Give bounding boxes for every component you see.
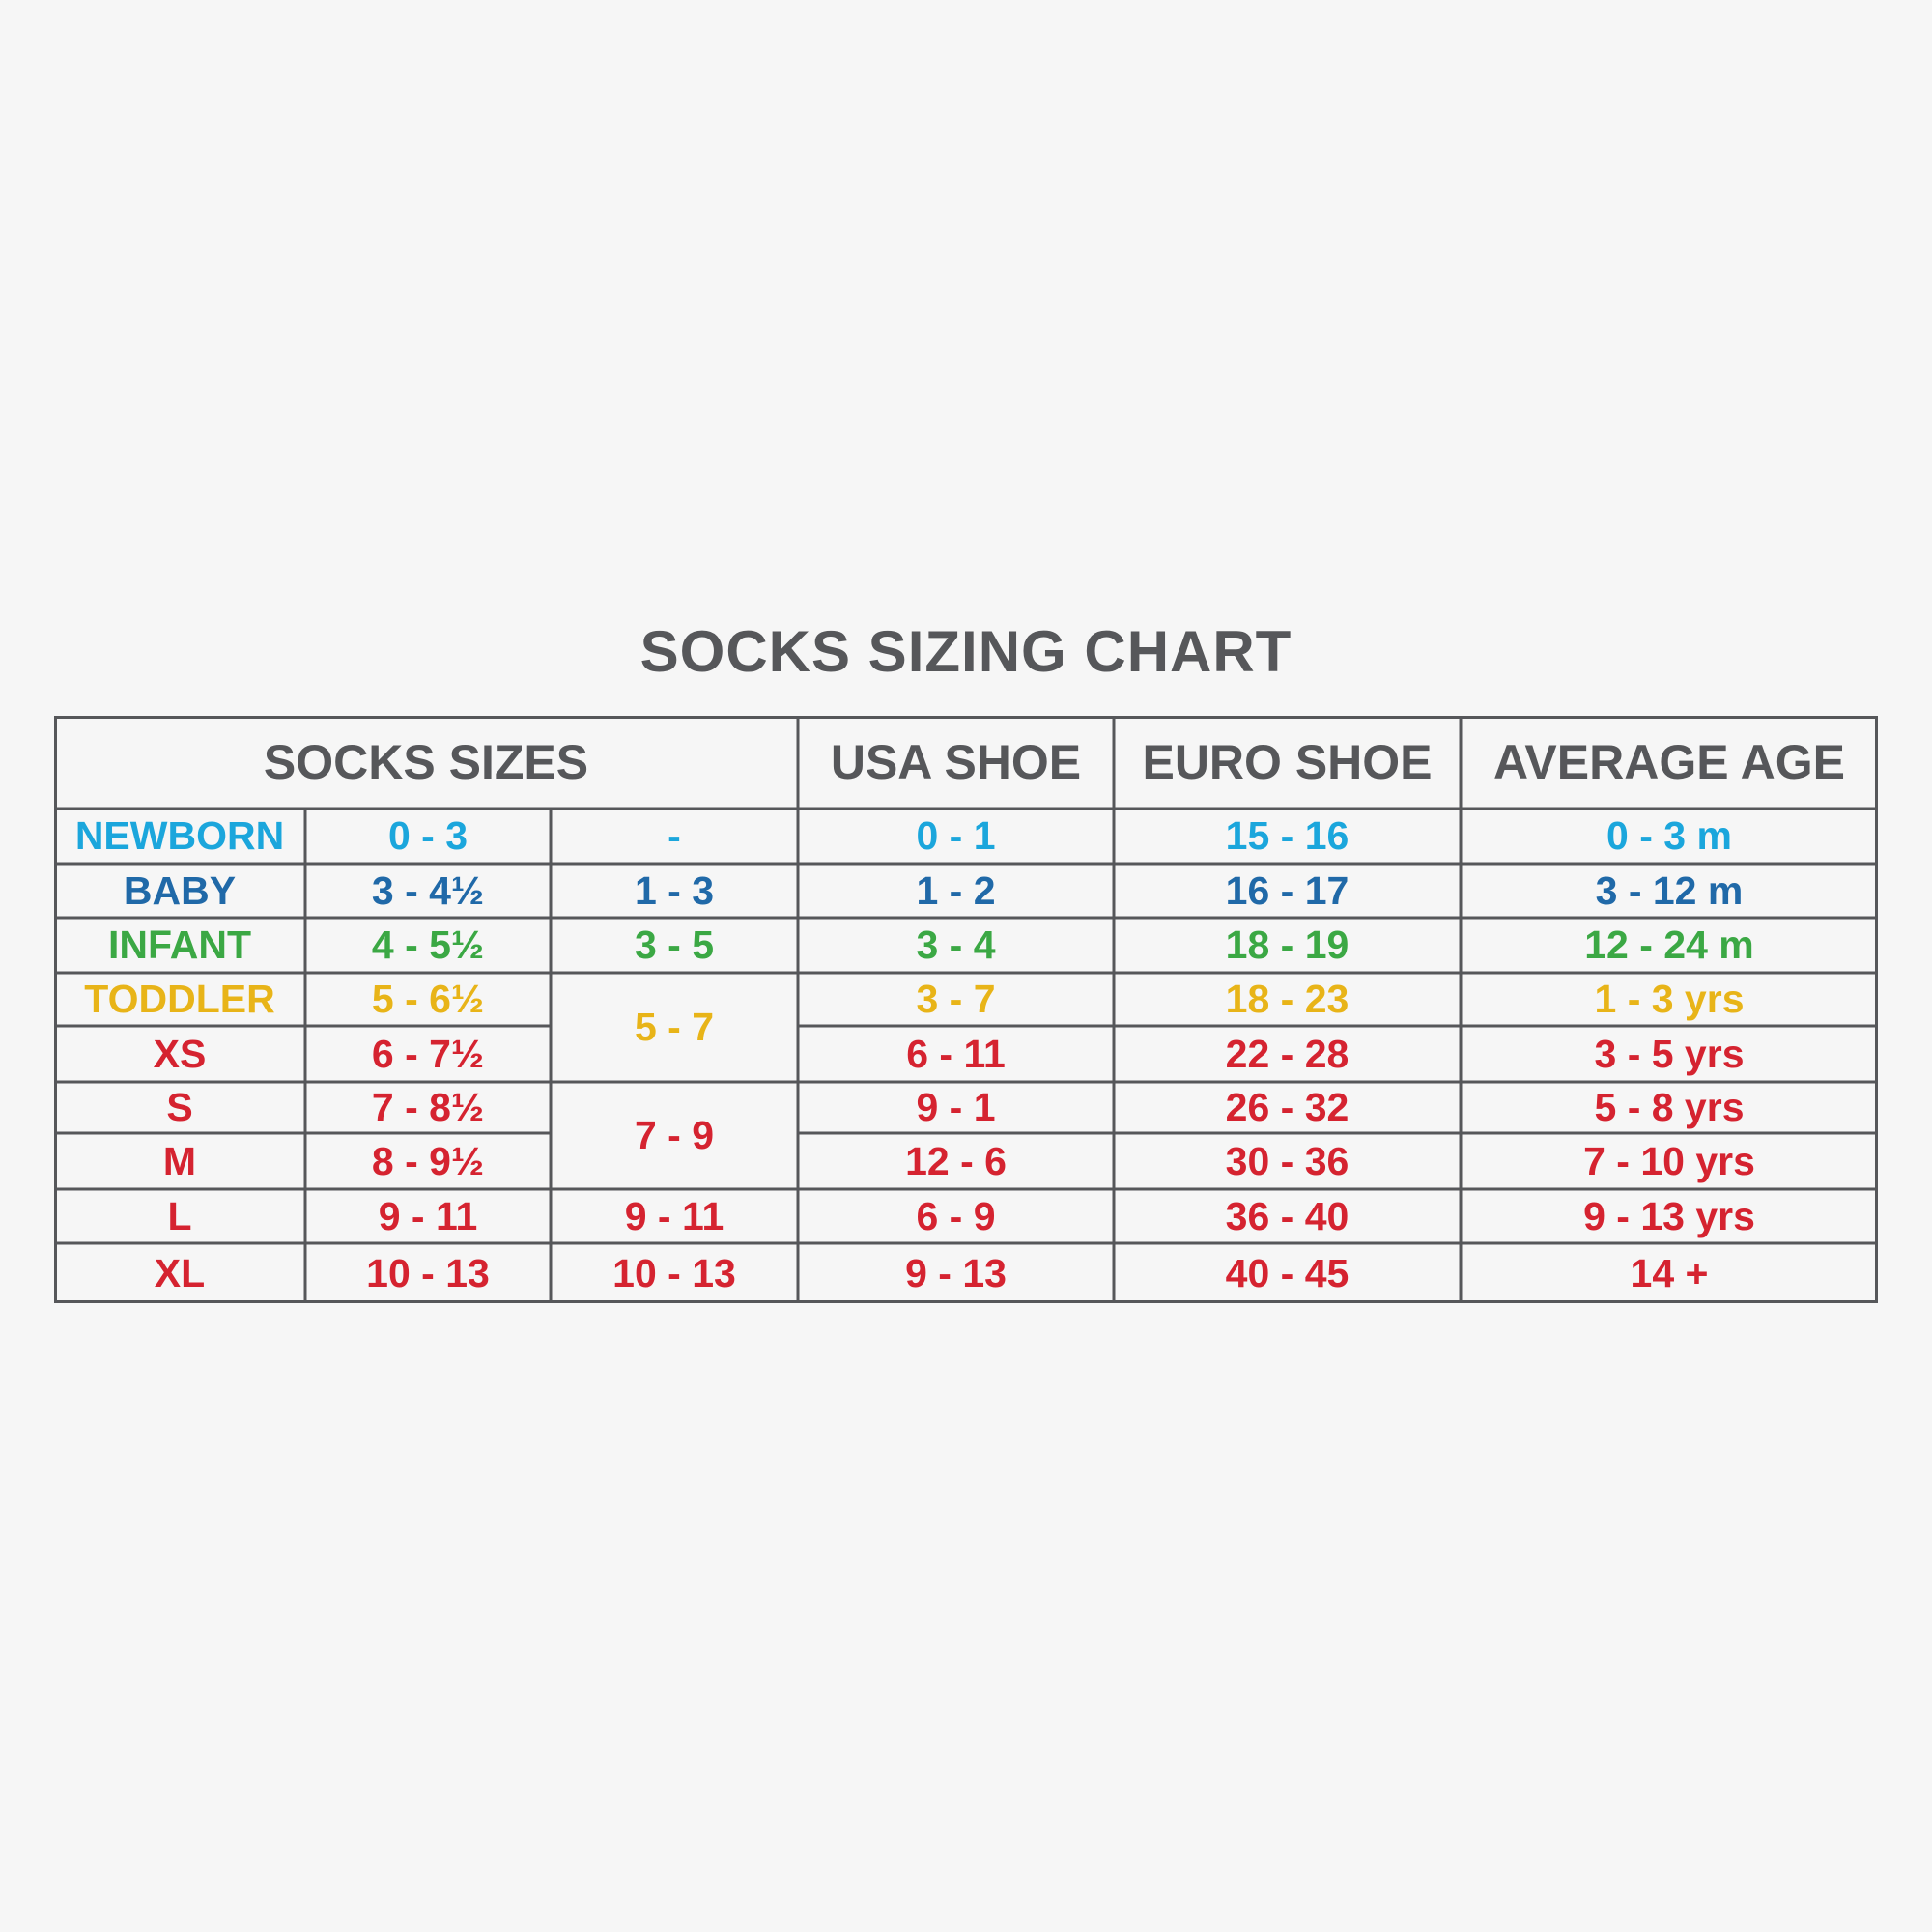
size-label: XL: [154, 1250, 206, 1295]
header-average-age: AVERAGE AGE: [1493, 735, 1845, 789]
size-label: TODDLER: [84, 977, 275, 1021]
average-age-value: 3 - 5 yrs: [1594, 1031, 1745, 1076]
euro-shoe-value: 26 - 32: [1225, 1085, 1350, 1129]
euro-shoe-value: 16 - 17: [1225, 867, 1350, 913]
sizing-table: SOCKS SIZES USA SHOE EURO SHOE AVERAGE AGE N…: [54, 716, 1878, 1303]
socks-range: 5 - 6½: [371, 977, 485, 1021]
usa-shoe-value: 3 - 7: [916, 977, 996, 1021]
size-label: L: [167, 1193, 192, 1238]
size-label: NEWBORN: [74, 813, 285, 858]
usa-shoe-value: 9 - 13: [905, 1250, 1007, 1295]
average-age-value: 14 +: [1630, 1250, 1709, 1295]
average-age-value: 12 - 24 m: [1584, 923, 1754, 967]
usa-shoe-value: 3 - 4: [916, 923, 996, 967]
group-range: 1 - 3: [634, 867, 715, 913]
group-range: 3 - 5: [634, 923, 715, 967]
header-euro-shoe: EURO SHOE: [1142, 735, 1433, 789]
usa-shoe-value: 1 - 2: [916, 867, 996, 913]
usa-shoe-value: 0 - 1: [916, 813, 996, 858]
average-age-value: 9 - 13 yrs: [1583, 1193, 1755, 1238]
size-label: BABY: [123, 867, 237, 913]
group-range: 10 - 13: [612, 1250, 736, 1295]
euro-shoe-value: 30 - 36: [1225, 1138, 1350, 1183]
header-socks-sizes: SOCKS SIZES: [263, 735, 589, 789]
socks-range: 8 - 9½: [371, 1138, 485, 1183]
socks-range: 7 - 8½: [371, 1085, 485, 1129]
euro-shoe-value: 36 - 40: [1225, 1193, 1350, 1238]
socks-range: 4 - 5½: [371, 923, 485, 967]
usa-shoe-value: 12 - 6: [905, 1138, 1007, 1183]
table-grid-lines: [54, 716, 1878, 1303]
socks-range: 6 - 7½: [371, 1031, 485, 1076]
average-age-value: 1 - 3 yrs: [1594, 977, 1745, 1021]
average-age-value: 5 - 8 yrs: [1594, 1085, 1745, 1129]
size-label: INFANT: [107, 923, 252, 967]
usa-shoe-value: 6 - 9: [916, 1193, 996, 1238]
socks-range: 10 - 13: [366, 1250, 490, 1295]
group-range: -: [668, 813, 681, 858]
average-age-value: 0 - 3 m: [1606, 813, 1732, 858]
average-age-value: 7 - 10 yrs: [1583, 1138, 1755, 1183]
usa-shoe-value: 6 - 11: [906, 1031, 1006, 1076]
euro-shoe-value: 18 - 23: [1225, 977, 1350, 1021]
group-range: 5 - 7: [634, 1005, 715, 1049]
group-range: 9 - 11: [624, 1193, 724, 1238]
size-label: S: [166, 1085, 193, 1129]
average-age-value: 3 - 12 m: [1595, 867, 1744, 913]
table-border: [54, 716, 1878, 1303]
euro-shoe-value: 40 - 45: [1225, 1250, 1350, 1295]
header-usa-shoe: USA SHOE: [830, 735, 1082, 789]
euro-shoe-value: 15 - 16: [1225, 813, 1350, 858]
socks-range: 3 - 4½: [371, 867, 485, 913]
socks-range: 9 - 11: [378, 1193, 478, 1238]
size-label: XS: [153, 1031, 207, 1076]
socks-range: 0 - 3: [387, 813, 469, 858]
chart-title: SOCKS SIZING CHART: [639, 619, 1293, 684]
euro-shoe-value: 22 - 28: [1225, 1031, 1350, 1076]
usa-shoe-value: 9 - 1: [916, 1085, 996, 1129]
euro-shoe-value: 18 - 19: [1225, 923, 1350, 967]
group-range: 7 - 9: [634, 1113, 715, 1157]
size-label: M: [162, 1138, 197, 1183]
